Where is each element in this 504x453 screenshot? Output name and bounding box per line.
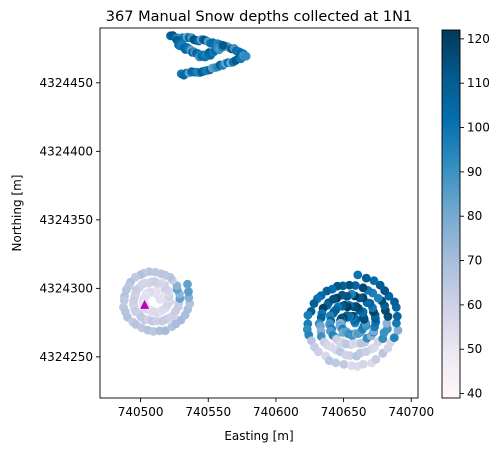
x-tick-label: 740550 (185, 405, 231, 419)
data-points (119, 31, 403, 371)
data-point (375, 280, 385, 290)
colorbar-tick-label: 70 (467, 254, 482, 268)
data-point (119, 296, 129, 305)
data-point (303, 310, 313, 320)
marker-triangle (140, 299, 150, 309)
data-point (393, 325, 403, 335)
colorbar-tick-label: 90 (467, 165, 482, 179)
x-axis: 740500 740550 740600 740650 740700 (118, 398, 434, 419)
x-tick-label: 740650 (321, 405, 367, 419)
colorbar (441, 29, 461, 399)
data-point (309, 299, 319, 308)
data-point (358, 359, 368, 369)
plot-area (100, 28, 418, 398)
data-point (184, 287, 193, 296)
data-point (392, 318, 401, 328)
data-point (331, 358, 341, 368)
plot-frame (99, 27, 419, 399)
x-tick-label: 740600 (253, 405, 299, 419)
colorbar-tick-label: 40 (467, 387, 482, 401)
y-tick-label: 4324300 (40, 281, 93, 295)
data-point (183, 279, 192, 289)
y-axis: 4324250 4324300 4324350 4324400 4324450 (40, 76, 100, 364)
colorbar-ticks: 40 50 60 70 80 90 100 110 120 (460, 32, 490, 401)
data-point (358, 283, 368, 293)
y-tick-label: 4324400 (40, 144, 93, 158)
data-point (345, 280, 354, 290)
marker-layer (140, 299, 150, 309)
x-axis-label: Easting [m] (224, 429, 293, 443)
data-point (389, 333, 399, 342)
colorbar-tick-label: 80 (467, 209, 482, 223)
x-tick-label: 740700 (388, 405, 434, 419)
data-point (392, 311, 402, 321)
data-point (369, 276, 379, 286)
data-point (382, 319, 392, 328)
colorbar-tick-label: 110 (467, 76, 490, 90)
colorbar-tick-label: 120 (467, 32, 490, 46)
data-point (353, 270, 363, 280)
x-tick-label: 740500 (118, 405, 164, 419)
y-axis-label: Northing [m] (10, 175, 24, 252)
data-point (345, 351, 355, 360)
data-point (371, 355, 381, 364)
data-point (361, 273, 371, 283)
data-point (160, 326, 170, 336)
colorbar-tick-label: 100 (467, 121, 490, 135)
data-point (314, 347, 323, 357)
data-point (218, 41, 228, 50)
y-tick-label: 4324250 (40, 350, 93, 364)
colorbar-tick-label: 60 (467, 298, 482, 312)
y-tick-label: 4324450 (40, 76, 93, 90)
data-point (339, 360, 349, 369)
data-point (241, 51, 251, 61)
data-point (390, 297, 399, 307)
y-tick-label: 4324350 (40, 213, 93, 227)
colorbar-tick-label: 50 (467, 342, 482, 356)
chart-title: 367 Manual Snow depths collected at 1N1 (106, 9, 412, 25)
data-point (373, 293, 383, 303)
